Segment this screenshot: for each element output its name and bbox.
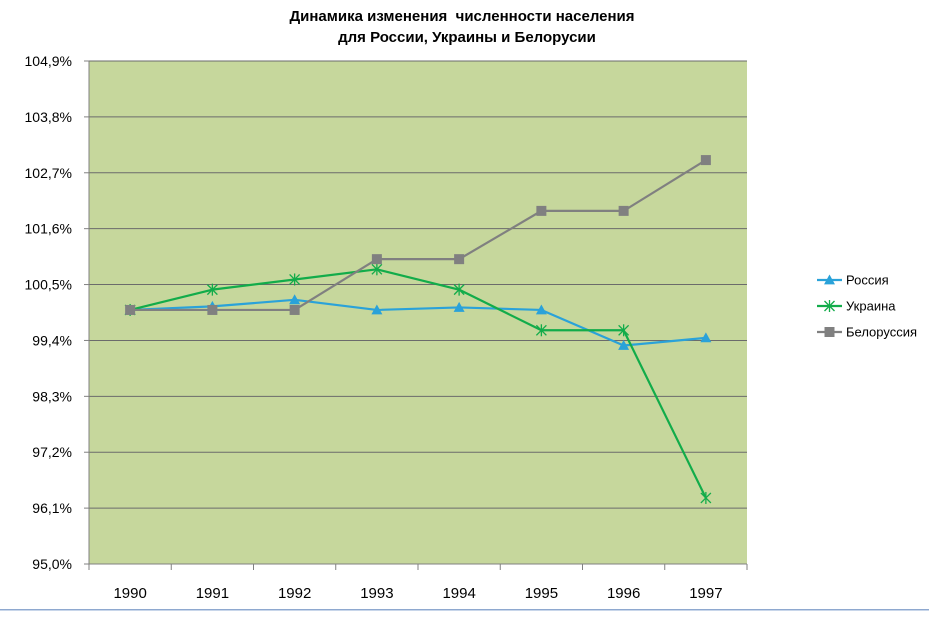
y-tick-label: 95,0%	[32, 556, 72, 572]
data-point-s3-4	[454, 254, 465, 265]
data-point-s3-2	[289, 304, 300, 315]
x-tick-label: 1991	[196, 585, 229, 602]
data-point-s3-6	[618, 205, 629, 216]
gridlines	[89, 60, 747, 509]
y-tick-label: 104,9%	[25, 53, 72, 69]
y-tick-label: 101,6%	[25, 221, 72, 237]
data-point-s2-5	[535, 324, 547, 337]
legend-label: Украина	[846, 299, 896, 314]
data-point-s1-3	[371, 304, 383, 315]
legend-label: Белоруссия	[846, 325, 917, 340]
legend: Россия Украина Белоруссия	[817, 273, 917, 340]
y-tick-label: 98,3%	[32, 388, 72, 404]
data-point-s3-1	[207, 304, 218, 315]
axes: 95,0% 96,1% 97,2% 98,3% 99,4% 100,5% 101,6% 102…	[25, 53, 748, 602]
data-point-s2-3	[371, 263, 383, 276]
plot-area	[89, 61, 747, 564]
data-point-s3-5	[536, 205, 547, 216]
data-point-s3-7	[700, 155, 711, 166]
data-point-s1-4	[453, 301, 465, 312]
x-tick-label: 1992	[278, 585, 311, 602]
data-point-s2-4	[453, 283, 465, 296]
data-point-s2-1	[206, 283, 218, 296]
y-tick-label: 96,1%	[32, 500, 72, 516]
y-tick-label: 100,5%	[25, 277, 72, 293]
legend-marker-2	[824, 300, 835, 312]
y-tick-label: 102,7%	[25, 165, 72, 181]
x-tick-label: 1990	[113, 585, 146, 602]
x-tick-label: 1993	[360, 585, 393, 602]
x-tick-label: 1996	[607, 585, 640, 602]
series-line-3	[130, 159, 707, 312]
chart-title-line-2: для России, Украины и Белорусии	[338, 29, 596, 46]
series-layer	[124, 155, 712, 504]
data-point-s1-5	[535, 304, 547, 315]
data-point-s2-6	[618, 324, 630, 337]
y-tick-label: 99,4%	[32, 332, 72, 348]
series-line-1	[130, 298, 706, 347]
x-tick-label: 1995	[525, 585, 558, 602]
series-line-2	[129, 268, 707, 499]
legend-label: Россия	[846, 273, 889, 288]
data-point-s2-7	[700, 491, 712, 504]
data-point-s1-2	[289, 294, 301, 305]
bottom-divider	[0, 609, 929, 611]
data-point-s3-0	[125, 304, 136, 315]
legend-marker-3	[824, 327, 835, 337]
data-point-s2-2	[289, 273, 301, 286]
x-tick-label: 1997	[689, 585, 722, 602]
chart-title-line-1: Динамика изменения численности населения	[289, 8, 634, 25]
y-tick-label: 103,8%	[25, 109, 72, 125]
legend-marker-1	[824, 274, 835, 285]
data-point-s1-6	[618, 340, 630, 350]
x-tick-label: 1994	[442, 585, 475, 602]
y-tick-label: 97,2%	[32, 444, 72, 460]
data-point-s1-7	[700, 332, 712, 343]
data-point-s3-3	[371, 254, 382, 265]
